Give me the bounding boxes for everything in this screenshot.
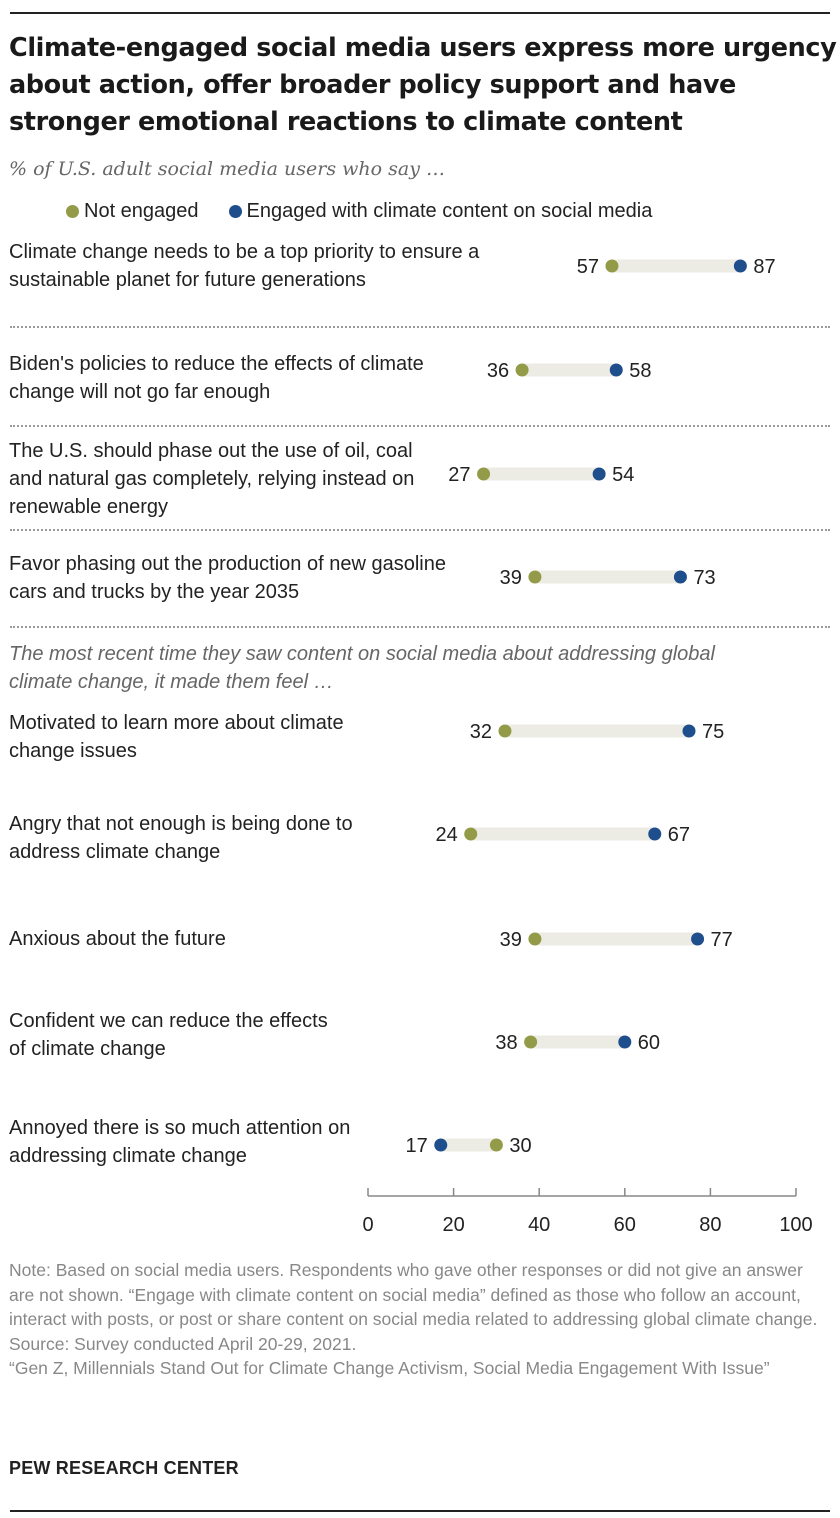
value-label-not-engaged-confident-we-can-reduce-the-effects-of-c: 38 xyxy=(495,1032,517,1054)
bottom-rule xyxy=(10,1510,830,1512)
x-axis-tick-label: 80 xyxy=(699,1214,721,1236)
legend: Not engaged Engaged with climate content… xyxy=(66,198,682,224)
dot-plot-chart: 57 87 36 58 27 54 39 73 32 75 24 67 39 77 38 60 30 17 0 20 4… xyxy=(362,256,812,1236)
dot-engaged-biden-s-policies-to-reduce-the-effects-o xyxy=(609,363,623,377)
value-label-not-engaged-the-u-s-should-phase-out-the-use-of-oil-: 27 xyxy=(448,464,470,486)
dot-engaged-confident-we-can-reduce-the-effects-of-c xyxy=(618,1035,632,1049)
dot-not-engaged-anxious-about-the-future xyxy=(528,932,542,946)
row-divider xyxy=(10,529,830,531)
legend-swatch-not-engaged xyxy=(66,204,79,218)
value-label-engaged-favor-phasing-out-the-production-of-new-: 73 xyxy=(693,567,715,589)
chart-subtitle: % of U.S. adult social media users who s… xyxy=(9,158,445,180)
row-divider xyxy=(10,626,830,628)
dot-not-engaged-biden-s-policies-to-reduce-the-effects-o xyxy=(515,363,529,377)
value-label-engaged-motivated-to-learn-more-about-climate-ch: 75 xyxy=(702,721,724,743)
value-label-engaged-anxious-about-the-future: 77 xyxy=(711,929,733,951)
value-label-engaged-biden-s-policies-to-reduce-the-effects-o: 58 xyxy=(629,360,651,382)
dot-engaged-annoyed-there-is-so-much-attention-on-ad xyxy=(434,1138,448,1152)
value-label-not-engaged-angry-that-not-enough-is-being-done-to-a: 24 xyxy=(435,824,457,846)
value-label-not-engaged-climate-change-needs-to-be-a-top-priorit: 57 xyxy=(577,256,599,278)
note-text: Note: Based on social media users. Respo… xyxy=(9,1260,818,1329)
dot-engaged-motivated-to-learn-more-about-climate-ch xyxy=(682,724,696,738)
brand-logo-text: PEW RESEARCH CENTER xyxy=(9,1458,239,1478)
row-divider xyxy=(10,326,830,328)
value-label-engaged-angry-that-not-enough-is-being-done-to-a: 67 xyxy=(668,824,690,846)
dot-not-engaged-confident-we-can-reduce-the-effects-of-c xyxy=(524,1035,538,1049)
row-label-top-priority: Climate change needs to be a top priorit… xyxy=(9,241,480,291)
dot-engaged-climate-change-needs-to-be-a-top-priorit xyxy=(733,259,747,273)
report-title-text: “Gen Z, Millennials Stand Out for Climat… xyxy=(9,1358,770,1378)
row-label-biden-policies: Biden's policies to reduce the effects o… xyxy=(9,353,424,403)
dot-not-engaged-climate-change-needs-to-be-a-top-priorit xyxy=(605,259,619,273)
chart-title: Climate-engaged social media users expre… xyxy=(9,33,837,137)
value-label-engaged-confident-we-can-reduce-the-effects-of-c: 60 xyxy=(638,1032,660,1054)
dot-not-engaged-annoyed-there-is-so-much-attention-on-ad xyxy=(489,1138,503,1152)
legend-item-engaged: Engaged with climate content on social m… xyxy=(228,199,653,223)
x-axis-tick-label: 40 xyxy=(528,1214,550,1236)
value-label-not-engaged-favor-phasing-out-the-production-of-new-: 39 xyxy=(500,567,522,589)
dot-not-engaged-motivated-to-learn-more-about-climate-ch xyxy=(498,724,512,738)
source-text: Source: Survey conducted April 20-29, 20… xyxy=(9,1333,357,1354)
row-label-gasoline-cars: Favor phasing out the production of new … xyxy=(9,553,446,603)
x-axis-tick-label: 100 xyxy=(779,1214,812,1236)
section-heading-feelings: The most recent time they saw content on… xyxy=(9,643,715,693)
dot-engaged-favor-phasing-out-the-production-of-new- xyxy=(673,570,687,584)
notes-block: Note: Based on social media users. Respo… xyxy=(9,1258,831,1381)
dot-engaged-the-u-s-should-phase-out-the-use-of-oil- xyxy=(592,467,606,481)
row-label-angry: Angry that not enough is being done to a… xyxy=(9,813,353,863)
x-axis-tick-label: 20 xyxy=(442,1214,464,1236)
legend-item-not-engaged: Not engaged xyxy=(66,200,199,223)
value-label-engaged-annoyed-there-is-so-much-attention-on-ad: 17 xyxy=(406,1135,428,1157)
legend-swatch-engaged xyxy=(228,204,242,218)
row-divider xyxy=(10,425,830,427)
row-label-confident: Confident we can reduce the effects of c… xyxy=(9,1010,328,1060)
x-axis-tick-label: 0 xyxy=(362,1214,373,1236)
x-axis-tick-label: 60 xyxy=(614,1214,636,1236)
dot-engaged-anxious-about-the-future xyxy=(691,932,705,946)
value-label-not-engaged-biden-s-policies-to-reduce-the-effects-o: 36 xyxy=(487,360,509,382)
value-label-not-engaged-annoyed-there-is-so-much-attention-on-ad: 30 xyxy=(509,1135,531,1157)
top-rule xyxy=(10,12,830,14)
row-label-motivated: Motivated to learn more about climate ch… xyxy=(9,712,344,762)
value-label-engaged-the-u-s-should-phase-out-the-use-of-oil-: 54 xyxy=(612,464,634,486)
row-label-phase-out-fossil: The U.S. should phase out the use of oil… xyxy=(9,440,415,518)
dot-not-engaged-the-u-s-should-phase-out-the-use-of-oil- xyxy=(477,467,491,481)
legend-label-not-engaged: Not engaged xyxy=(84,199,199,222)
value-label-engaged-climate-change-needs-to-be-a-top-priorit: 87 xyxy=(753,256,775,278)
row-label-anxious: Anxious about the future xyxy=(9,928,226,950)
dot-engaged-angry-that-not-enough-is-being-done-to-a xyxy=(648,827,662,841)
value-label-not-engaged-motivated-to-learn-more-about-climate-ch: 32 xyxy=(470,721,492,743)
row-label-annoyed: Annoyed there is so much attention on ad… xyxy=(9,1117,351,1167)
legend-label-engaged: Engaged with climate content on social m… xyxy=(246,199,653,222)
dot-not-engaged-favor-phasing-out-the-production-of-new- xyxy=(528,570,542,584)
value-label-not-engaged-anxious-about-the-future: 39 xyxy=(500,929,522,951)
dot-not-engaged-angry-that-not-enough-is-being-done-to-a xyxy=(464,827,478,841)
